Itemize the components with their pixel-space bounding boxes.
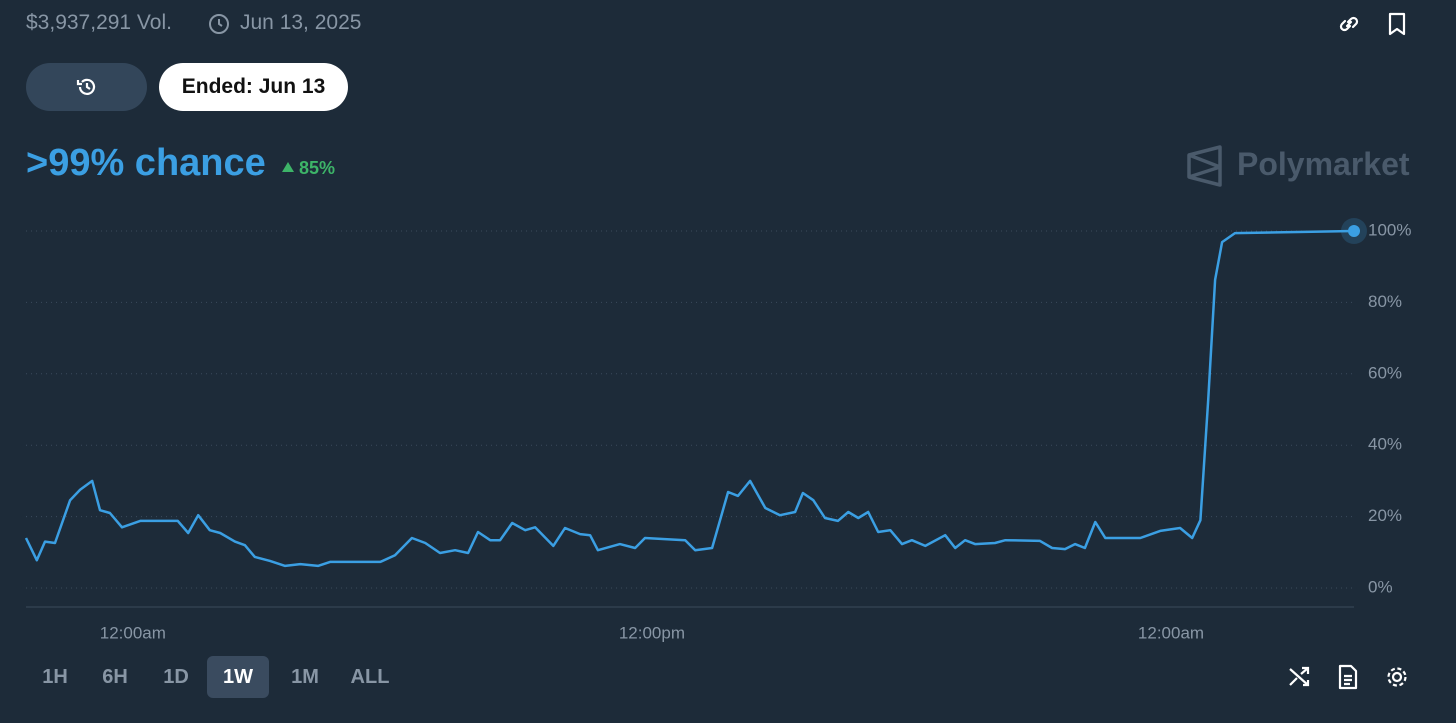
y-tick-label: 100% [1368,220,1411,239]
y-tick-label: 80% [1368,292,1402,311]
range-button[interactable]: 1W [207,656,269,698]
range-button[interactable]: 1H [42,665,68,688]
history-button[interactable] [26,63,147,111]
y-tick-label: 60% [1368,363,1402,382]
range-button[interactable]: 6H [102,665,128,688]
x-tick-label: 12:00pm [619,623,685,642]
range-button[interactable]: 1D [163,665,189,688]
brand: Polymarket [1237,146,1410,182]
x-tick-label: 12:00am [100,623,166,642]
link-icon[interactable] [1336,11,1362,37]
y-tick-label: 20% [1368,506,1402,525]
y-tick-label: 0% [1368,577,1393,596]
y-tick-label: 40% [1368,435,1402,454]
shuffle-icon[interactable] [1287,664,1313,690]
chance: >99% chance [26,142,266,184]
last-point [1348,225,1360,237]
brand-logo [1187,145,1222,187]
document-icon[interactable] [1336,664,1360,690]
clock-icon [209,14,229,34]
history-icon [76,78,95,95]
bookmark-icon[interactable] [1385,11,1409,37]
volume: $3,937,291 Vol. [26,11,172,34]
x-tick-label: 12:00am [1138,623,1204,642]
ended-button[interactable]: Ended: Jun 13 [159,63,348,111]
price-line [24,229,1355,568]
range-button[interactable]: 1M [291,665,319,688]
range-button[interactable]: ALL [350,665,390,688]
up-arrow [282,162,294,172]
settings-icon[interactable] [1383,663,1411,691]
change: 85% [299,158,336,178]
date: Jun 13, 2025 [240,11,362,34]
